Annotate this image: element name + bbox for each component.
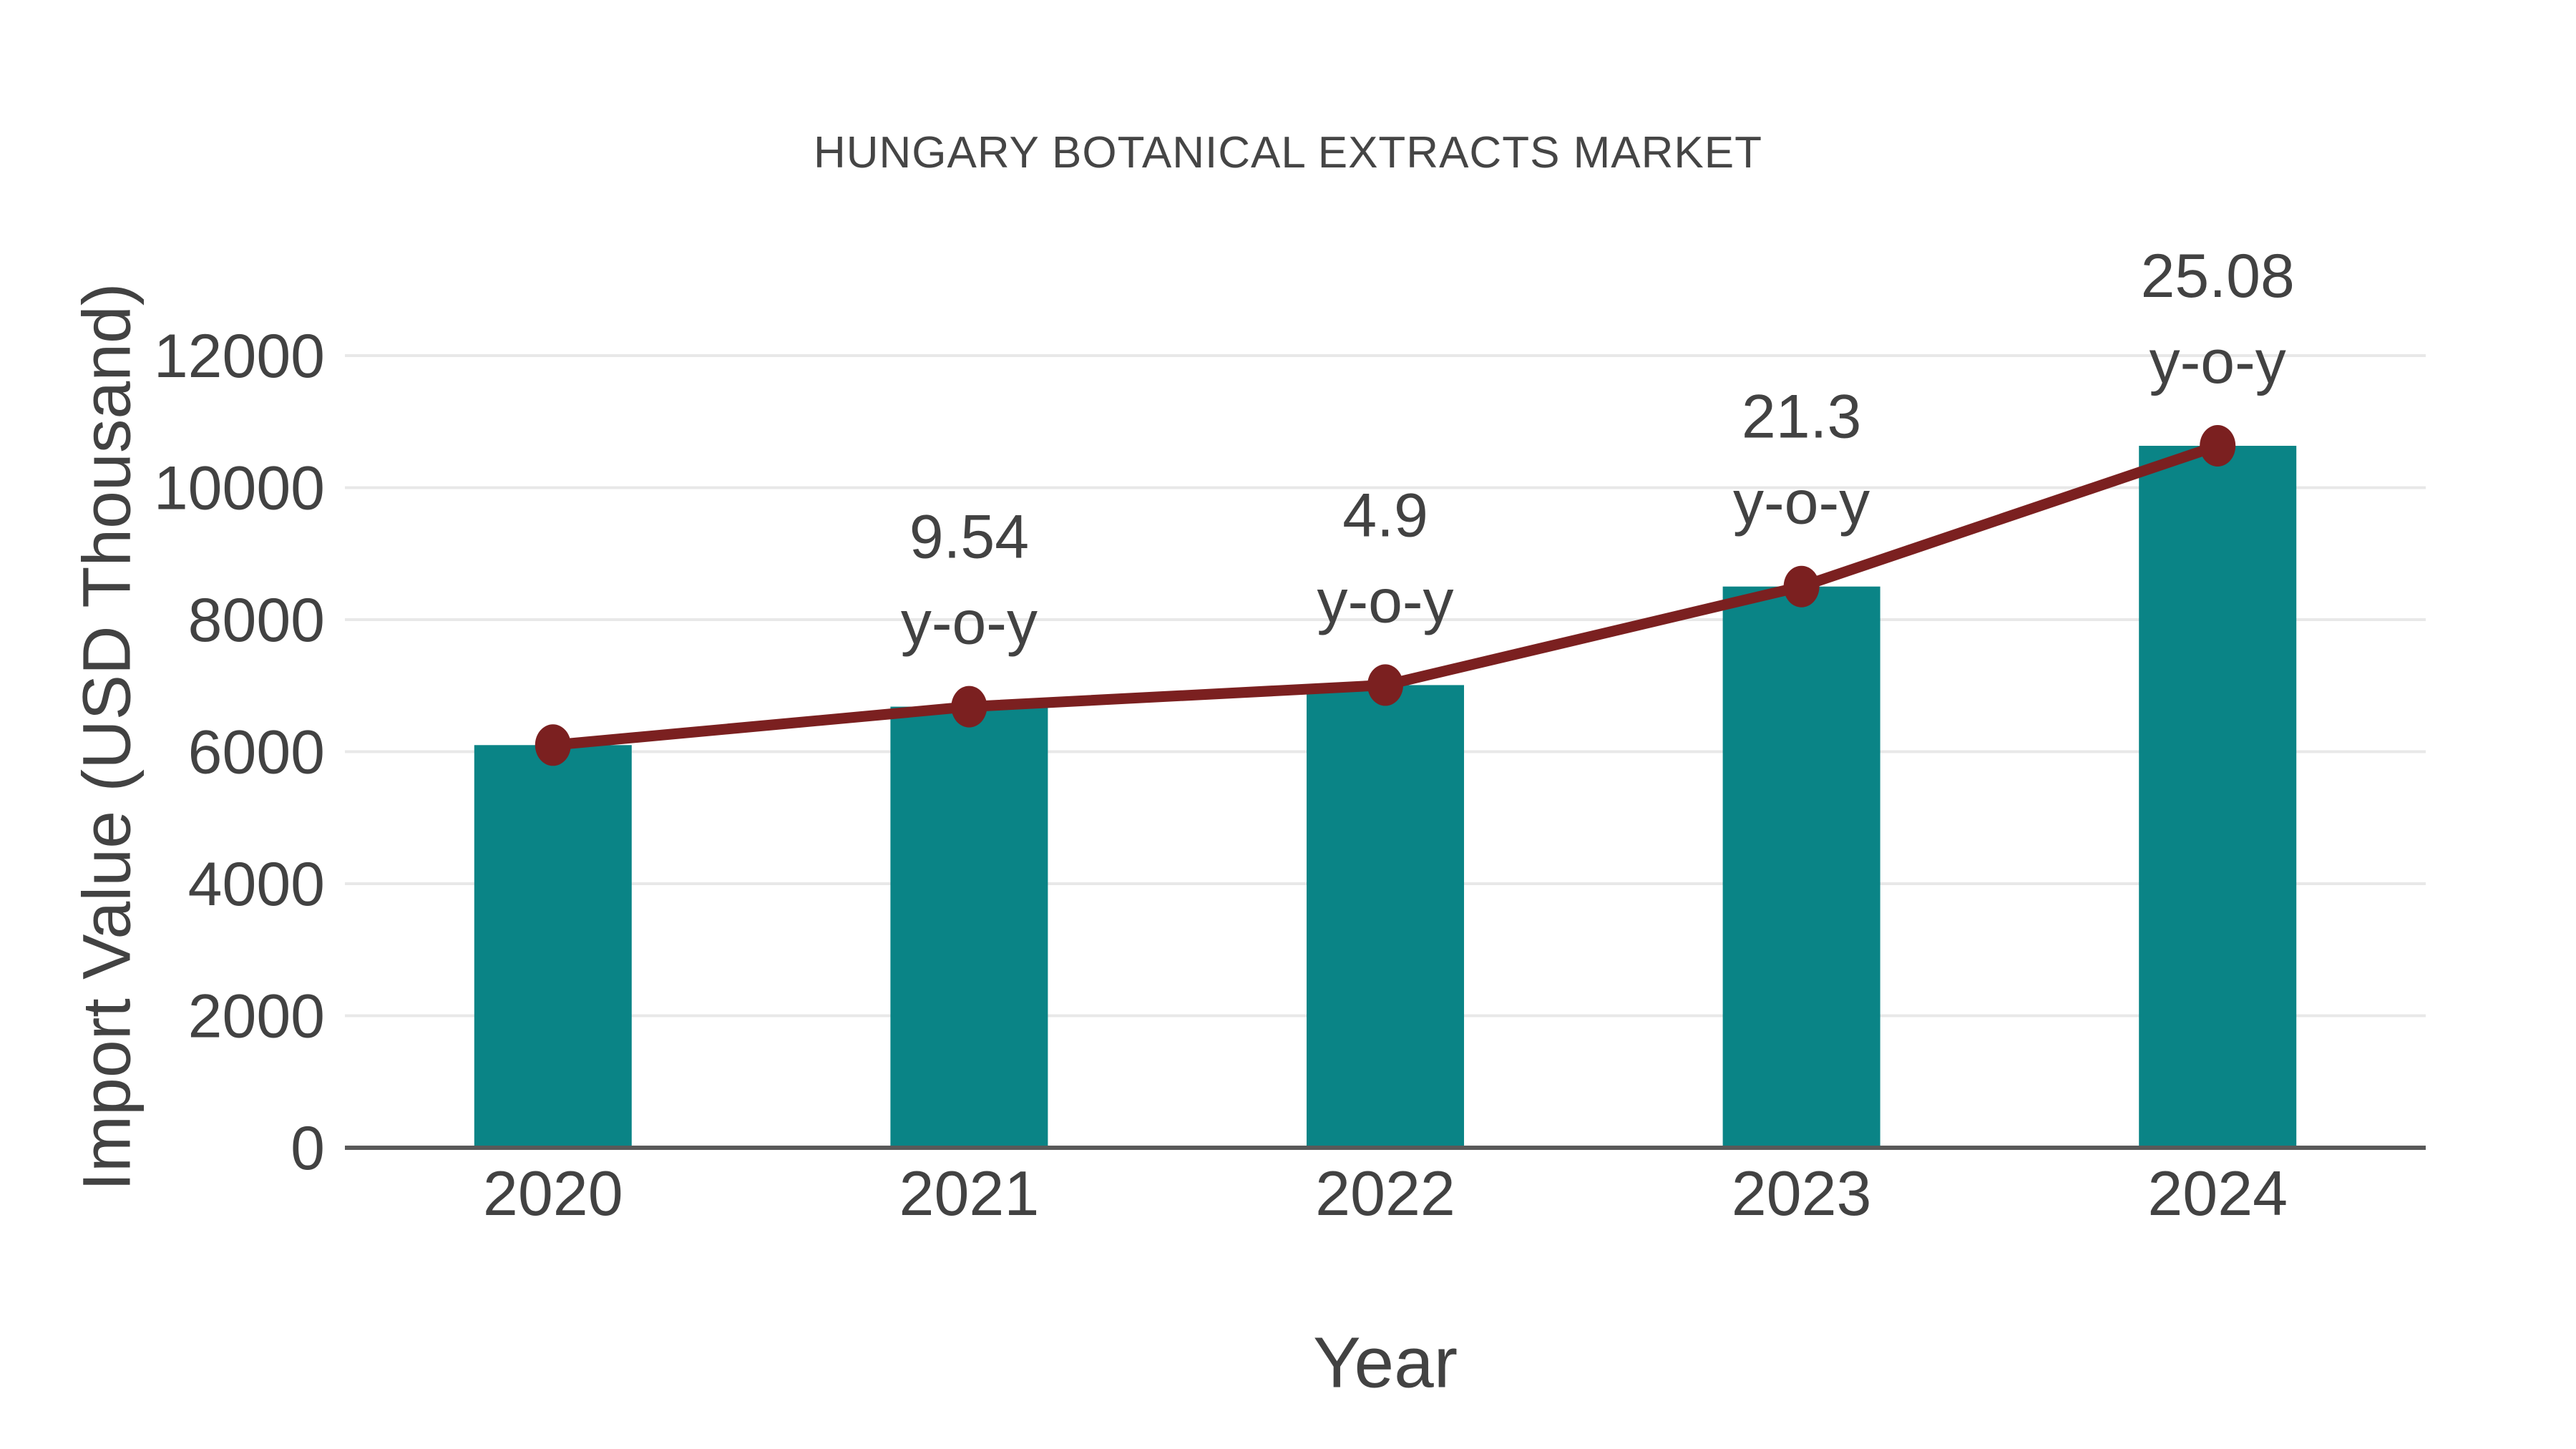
y-tick-8000: 8000: [188, 586, 325, 655]
marker-2020: [535, 724, 571, 766]
marker-2022: [1367, 664, 1403, 706]
annotation-2021-value: 9.54: [909, 503, 1029, 572]
x-tick-2024: 2024: [2147, 1158, 2288, 1229]
bar-2021: [890, 706, 1048, 1148]
bar-2023: [1722, 586, 1880, 1148]
annotation-2024-label: y-o-y: [2150, 328, 2286, 396]
y-tick-2000: 2000: [188, 982, 325, 1051]
x-tick-2023: 2023: [1732, 1158, 1872, 1229]
annotation-2022-value: 4.9: [1342, 481, 1428, 550]
x-tick-2022: 2022: [1315, 1158, 1455, 1229]
marker-2023: [1783, 565, 1820, 608]
y-tick-10000: 10000: [154, 454, 325, 523]
chart-title: HUNGARY BOTANICAL EXTRACTS MARKET: [813, 128, 1763, 177]
annotation-2021-label: y-o-y: [901, 589, 1038, 658]
x-tick-2021: 2021: [899, 1158, 1040, 1229]
bar-2020: [474, 745, 632, 1148]
bar-2022: [1307, 685, 1464, 1148]
y-tick-6000: 6000: [188, 718, 325, 787]
y-tick-12000: 12000: [154, 322, 325, 391]
annotation-2022-label: y-o-y: [1317, 567, 1453, 635]
y-tick-4000: 4000: [188, 850, 325, 919]
bar-2024: [2139, 446, 2297, 1148]
annotation-2024-value: 25.08: [2141, 242, 2295, 311]
marker-2024: [2200, 425, 2236, 467]
x-tick-2020: 2020: [483, 1158, 623, 1229]
marker-2021: [951, 686, 987, 728]
annotation-2023-value: 21.3: [1742, 383, 1861, 452]
annotation-2023-label: y-o-y: [1733, 469, 1870, 537]
y-tick-0: 0: [291, 1114, 325, 1183]
x-axis-title: Year: [1312, 1322, 1458, 1403]
